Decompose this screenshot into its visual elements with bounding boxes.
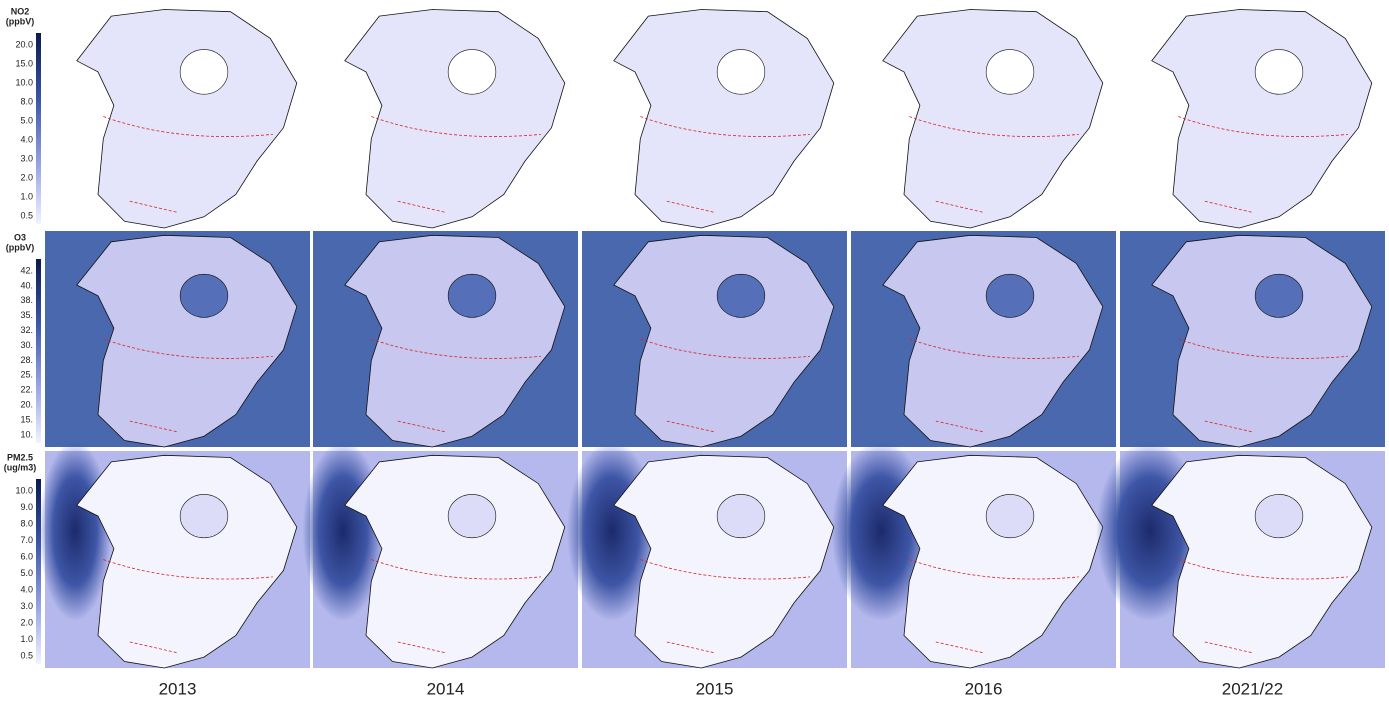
- colorbar-tick: 2.0: [20, 617, 33, 627]
- colorbar: [36, 479, 41, 664]
- colorbar-tick: 20.0: [15, 39, 33, 49]
- hudson-bay: [1255, 274, 1303, 317]
- colorbar-tick: 15.0: [15, 58, 33, 68]
- colorbar-tick: 35.: [20, 310, 33, 320]
- colorbar-tick: 28.: [20, 355, 33, 365]
- hudson-bay: [448, 494, 496, 537]
- colorbar-tick: 7.0: [20, 535, 33, 545]
- hudson-bay: [986, 50, 1034, 95]
- colorbar: [36, 33, 41, 224]
- hudson-bay: [717, 274, 765, 317]
- colorbar-tick: 8.0: [20, 96, 33, 106]
- hudson-bay: [448, 50, 496, 95]
- figure: NO2(ppbV)20.015.010.08.05.04.03.02.01.00…: [0, 0, 1389, 704]
- colorbar-tick: 3.0: [20, 601, 33, 611]
- colorbar-tick: 0.5: [20, 210, 33, 220]
- colorbar-unit: (ug/m3): [4, 462, 37, 472]
- colorbar-tick: 1.0: [20, 634, 33, 644]
- year-label: 2013: [159, 679, 197, 698]
- hudson-bay: [986, 494, 1034, 537]
- colorbar-tick: 2.0: [20, 172, 33, 182]
- pm-ocean-plume: [39, 441, 111, 621]
- colorbar-tick: 32.: [20, 325, 33, 335]
- colorbar-tick: 20.: [20, 400, 33, 410]
- colorbar-tick: 25.: [20, 370, 33, 380]
- colorbar-tick: 30.: [20, 340, 33, 350]
- hudson-bay: [180, 50, 228, 95]
- colorbar-tick: 10.0: [15, 485, 33, 495]
- year-label: 2021/22: [1222, 679, 1283, 698]
- colorbar-tick: 40.: [20, 280, 33, 290]
- colorbar-tick: 9.0: [20, 502, 33, 512]
- hudson-bay: [180, 274, 228, 317]
- colorbar-tick: 1.0: [20, 191, 33, 201]
- year-label: 2015: [696, 679, 734, 698]
- panels: NO2(ppbV)20.015.010.08.05.04.03.02.01.00…: [4, 5, 1385, 698]
- colorbar-tick: 0.5: [20, 650, 33, 660]
- colorbar-tick: 15.: [20, 414, 33, 424]
- colorbar-tick: 10.: [20, 429, 33, 439]
- year-label: 2016: [965, 679, 1003, 698]
- colorbar-tick: 4.0: [20, 134, 33, 144]
- colorbar-tick: 22.: [20, 385, 33, 395]
- hudson-bay: [717, 494, 765, 537]
- colorbar-tick: 42.: [20, 265, 33, 275]
- hudson-bay: [1255, 50, 1303, 95]
- colorbar-tick: 3.0: [20, 153, 33, 163]
- colorbar-unit: (ppbV): [6, 242, 35, 252]
- colorbar-title: O3: [14, 232, 26, 242]
- colorbar-tick: 6.0: [20, 551, 33, 561]
- colorbar-tick: 38.: [20, 295, 33, 305]
- colorbar-title: PM2.5: [7, 452, 33, 462]
- colorbar-tick: 5.0: [20, 568, 33, 578]
- colorbar-tick: 4.0: [20, 584, 33, 594]
- hudson-bay: [717, 50, 765, 95]
- hudson-bay: [986, 274, 1034, 317]
- hudson-bay: [180, 494, 228, 537]
- colorbar-tick: 5.0: [20, 115, 33, 125]
- colorbar-tick: 8.0: [20, 518, 33, 528]
- colorbar-tick: 10.0: [15, 77, 33, 87]
- year-label: 2014: [427, 679, 465, 698]
- colorbar: [36, 259, 41, 443]
- colorbar-unit: (ppbV): [6, 16, 35, 26]
- hudson-bay: [1255, 494, 1303, 537]
- hudson-bay: [448, 274, 496, 317]
- colorbar-title: NO2: [11, 6, 30, 16]
